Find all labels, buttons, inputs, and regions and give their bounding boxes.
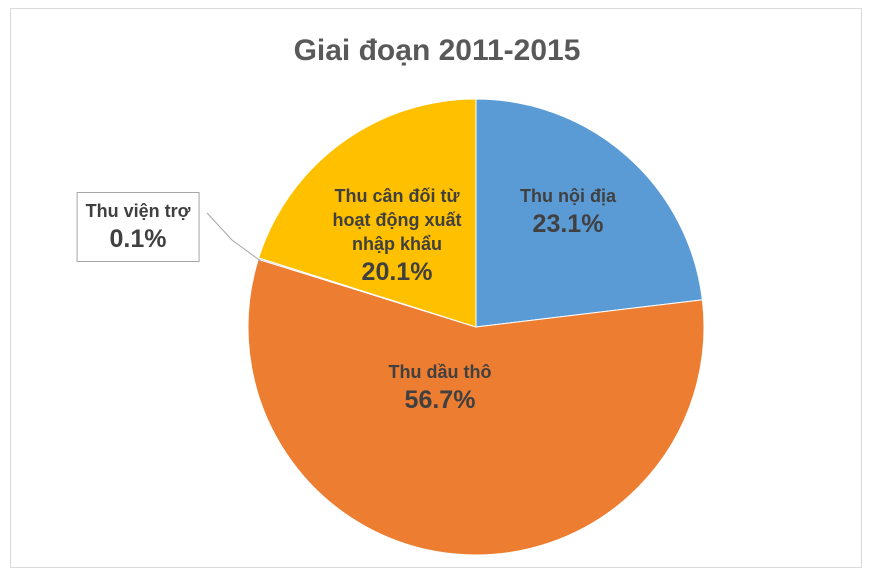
value-label: 0.1% — [109, 225, 167, 253]
category-label: Thu cân đối từ hoạt động xuất nhập khẩu — [332, 186, 462, 254]
pie-slice — [258, 98, 477, 328]
category-label: Thu nội địa — [520, 186, 616, 206]
category-label: Thu viện trợ — [85, 201, 191, 221]
category-label: Thu dầu thô — [388, 362, 492, 382]
pie-slice — [475, 98, 703, 328]
value-label: 20.1% — [361, 258, 433, 286]
pie-slice — [247, 258, 705, 556]
data-label: Thu viện trợ 0.1% — [76, 192, 200, 262]
value-label: 56.7% — [404, 386, 476, 414]
data-label: Thu nội địa 23.1% — [488, 184, 648, 240]
data-label: Thu cân đối từ hoạt động xuất nhập khẩu 2… — [317, 184, 477, 288]
data-label: Thu dầu thô 56.7% — [340, 360, 540, 416]
chart-title: Giai đoạn 2011-2015 — [293, 34, 581, 67]
leader-line — [206, 212, 263, 263]
chart-frame — [10, 8, 862, 568]
value-label: 23.1% — [532, 210, 604, 238]
